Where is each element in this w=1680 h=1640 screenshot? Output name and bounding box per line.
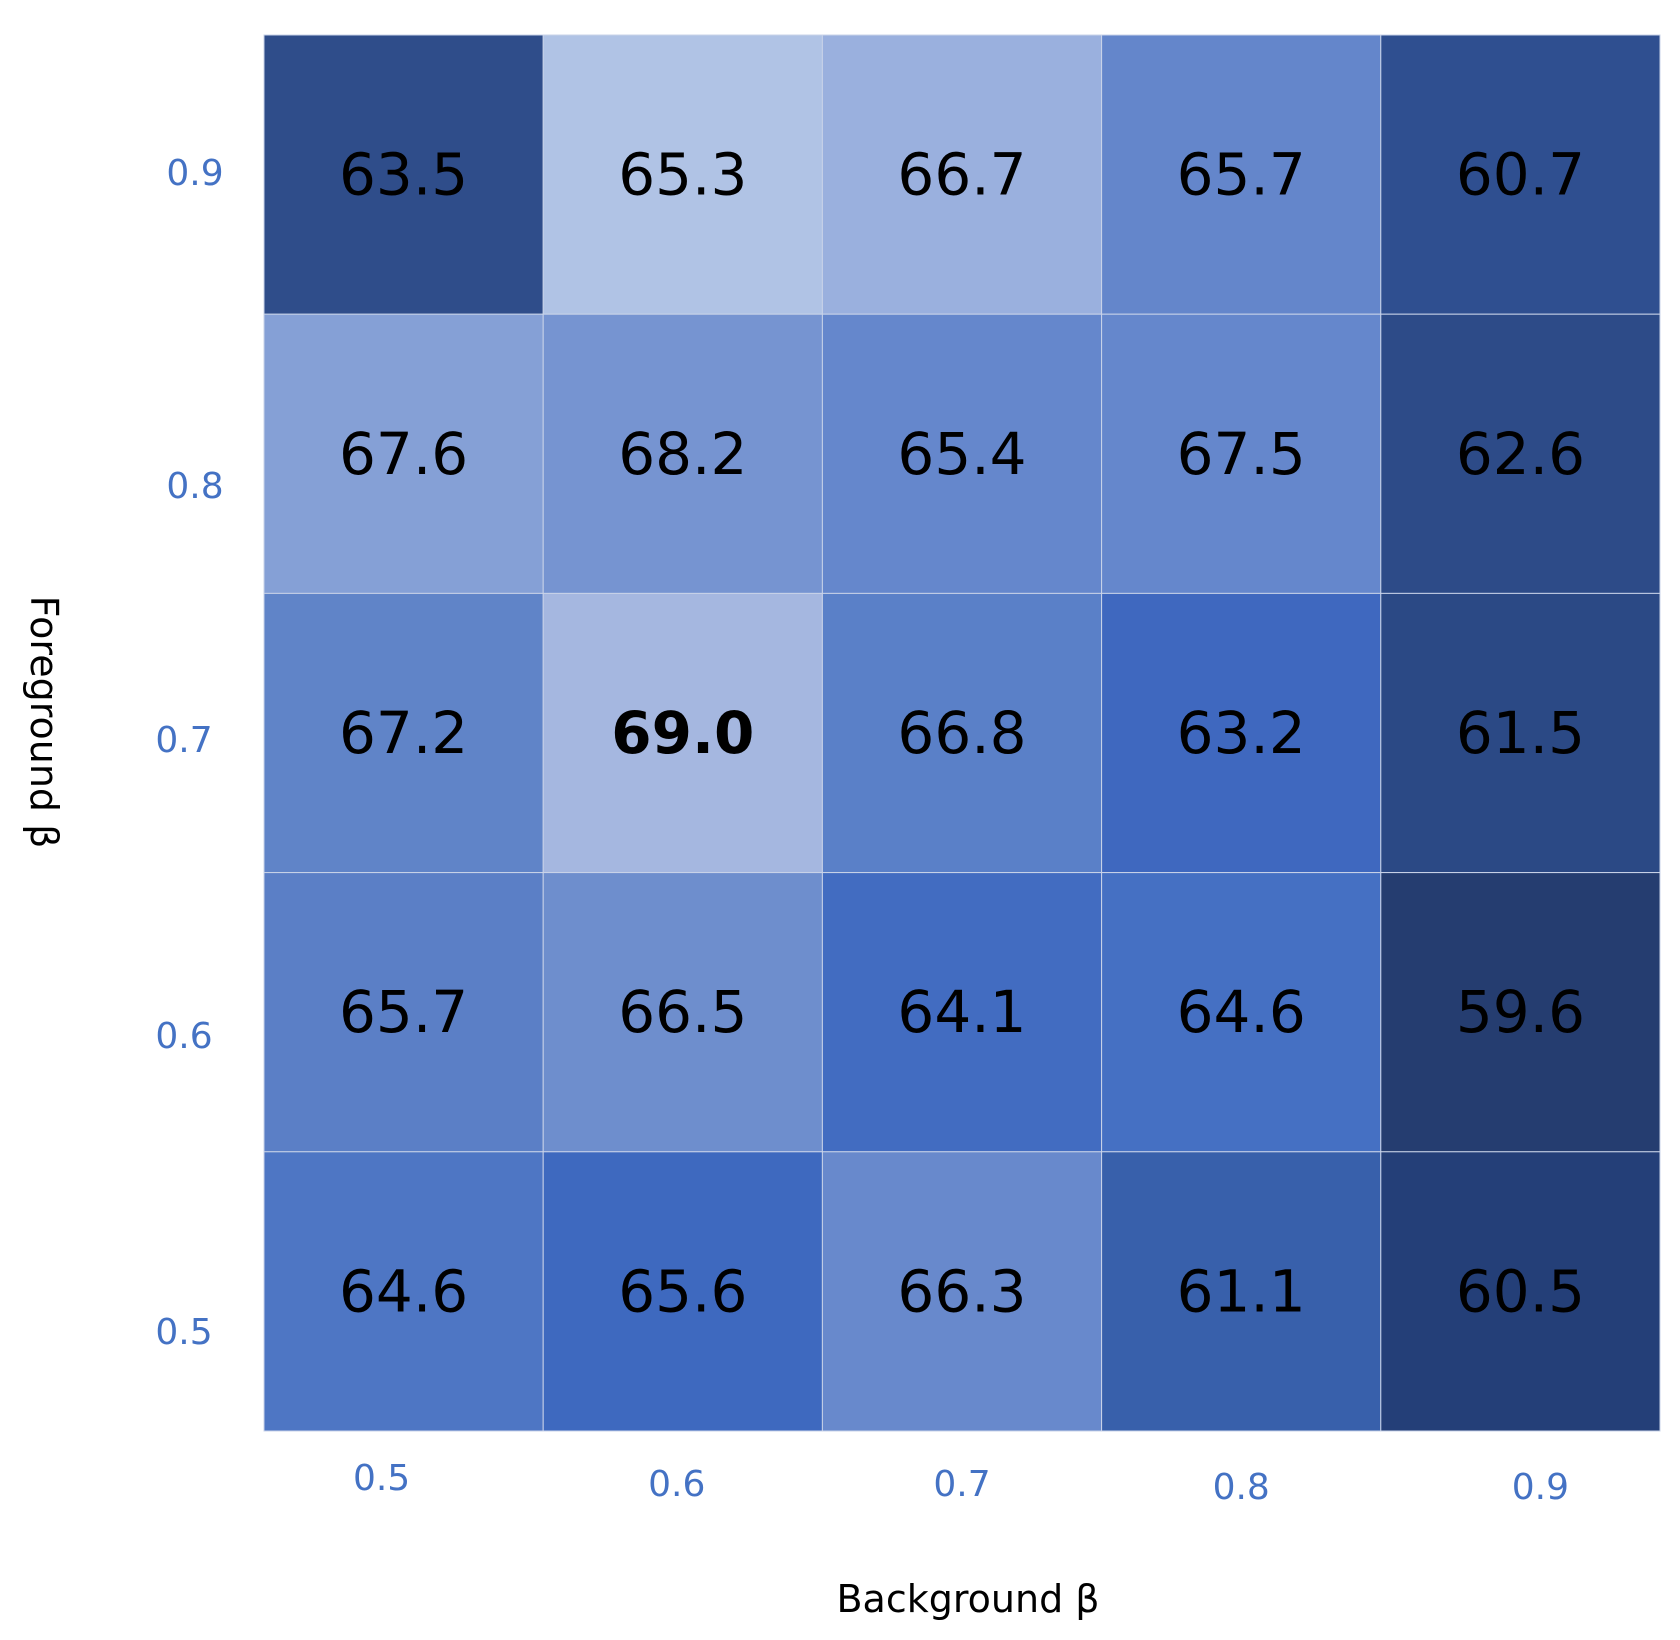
- heatmap-cell-value: 63.2: [1177, 699, 1306, 767]
- y-tick-label: 0.9: [166, 153, 223, 194]
- heatmap-cell-0.9-0.9: [1380, 34, 1661, 315]
- x-tick-label: 0.7: [933, 1464, 990, 1505]
- heatmap-cell-0.9-0.5: [263, 34, 544, 315]
- heatmap-cell-0.5-0.9: [1380, 1151, 1661, 1432]
- x-axis-ticks: 0.5 0.6 0.7 0.8 0.9: [353, 1458, 1569, 1508]
- heatmap-cell-value: 66.5: [618, 978, 747, 1046]
- heatmap-cells: 63.5 65.3 66.7 65.7 60.7 67.6 68.2 65.4 67.5 62.6…: [263, 34, 1661, 1432]
- heatmap-cell-value: 64.1: [897, 978, 1026, 1046]
- heatmap-cell-0.7-0.6: [542, 592, 823, 874]
- y-tick-label: 0.6: [155, 1016, 212, 1057]
- heatmap-cell-value: 66.7: [897, 141, 1026, 209]
- heatmap-cell-value: 67.2: [339, 699, 468, 767]
- heatmap-cell-value: 65.6: [618, 1257, 747, 1325]
- heatmap-cell-value: 69.0: [611, 699, 754, 767]
- x-tick-label: 0.8: [1213, 1467, 1270, 1508]
- heatmap-cell-0.8-0.7: [821, 313, 1103, 594]
- heatmap-cell-value: 65.4: [897, 420, 1026, 488]
- y-tick-label: 0.7: [155, 720, 212, 761]
- heatmap-cell-0.6-0.5: [263, 872, 544, 1153]
- heatmap-cell-0.9-0.8: [1101, 34, 1382, 315]
- x-tick-label: 0.9: [1512, 1467, 1569, 1508]
- heatmap-cell-value: 62.6: [1456, 420, 1585, 488]
- x-tick-label: 0.6: [648, 1464, 705, 1505]
- heatmap-cell-value: 60.7: [1456, 141, 1585, 209]
- heatmap-cell-0.6-0.7: [821, 872, 1103, 1153]
- heatmap-cell-value: 59.6: [1456, 978, 1585, 1046]
- heatmap-cell-value: 61.1: [1177, 1257, 1306, 1325]
- heatmap-cell-0.5-0.5: [263, 1151, 544, 1432]
- heatmap-cell-value: 66.3: [897, 1257, 1026, 1325]
- heatmap-cell-value: 65.7: [1177, 141, 1306, 209]
- x-tick-label: 0.5: [353, 1458, 410, 1499]
- x-axis-label: Background β: [836, 1577, 1099, 1621]
- heatmap-cell-0.5-0.7: [821, 1151, 1103, 1432]
- heatmap-cell-0.8-0.5: [263, 313, 544, 594]
- heatmap-cell-value: 63.5: [339, 141, 468, 209]
- heatmap-cell-value: 66.8: [897, 699, 1026, 767]
- heatmap-cell-value: 65.3: [618, 141, 747, 209]
- heatmap-cell-0.7-0.8: [1101, 592, 1382, 874]
- y-tick-label: 0.5: [155, 1312, 212, 1353]
- heatmap-cell-0.8-0.9: [1380, 313, 1661, 594]
- heatmap-cell-0.9-0.7: [821, 34, 1103, 315]
- heatmap-cell-0.9-0.6: [542, 34, 823, 315]
- heatmap-cell-value: 64.6: [1177, 978, 1306, 1046]
- heatmap-cell-0.6-0.9: [1380, 872, 1661, 1153]
- heatmap-cell-value: 64.6: [339, 1257, 468, 1325]
- y-axis-label: Foreground β: [22, 596, 66, 849]
- heatmap-cell-value: 67.5: [1177, 420, 1306, 488]
- heatmap-cell-value: 67.6: [339, 420, 468, 488]
- heatmap-cell-value: 60.5: [1456, 1257, 1585, 1325]
- y-tick-label: 0.8: [166, 466, 223, 507]
- heatmap-cell-0.6-0.8: [1101, 872, 1382, 1153]
- heatmap-cell-0.7-0.9: [1380, 592, 1661, 874]
- heatmap-cell-value: 68.2: [618, 420, 747, 488]
- heatmap-cell-value: 61.5: [1456, 699, 1585, 767]
- heatmap-cell-0.8-0.6: [542, 313, 823, 594]
- heatmap-cell-value: 65.7: [339, 978, 468, 1046]
- y-axis-ticks: 0.9 0.8 0.7 0.6 0.5: [155, 153, 223, 1353]
- heatmap-cell-0.5-0.6: [542, 1151, 823, 1432]
- heatmap-cell-0.7-0.7: [821, 592, 1103, 874]
- heatmap-cell-0.6-0.6: [542, 872, 823, 1153]
